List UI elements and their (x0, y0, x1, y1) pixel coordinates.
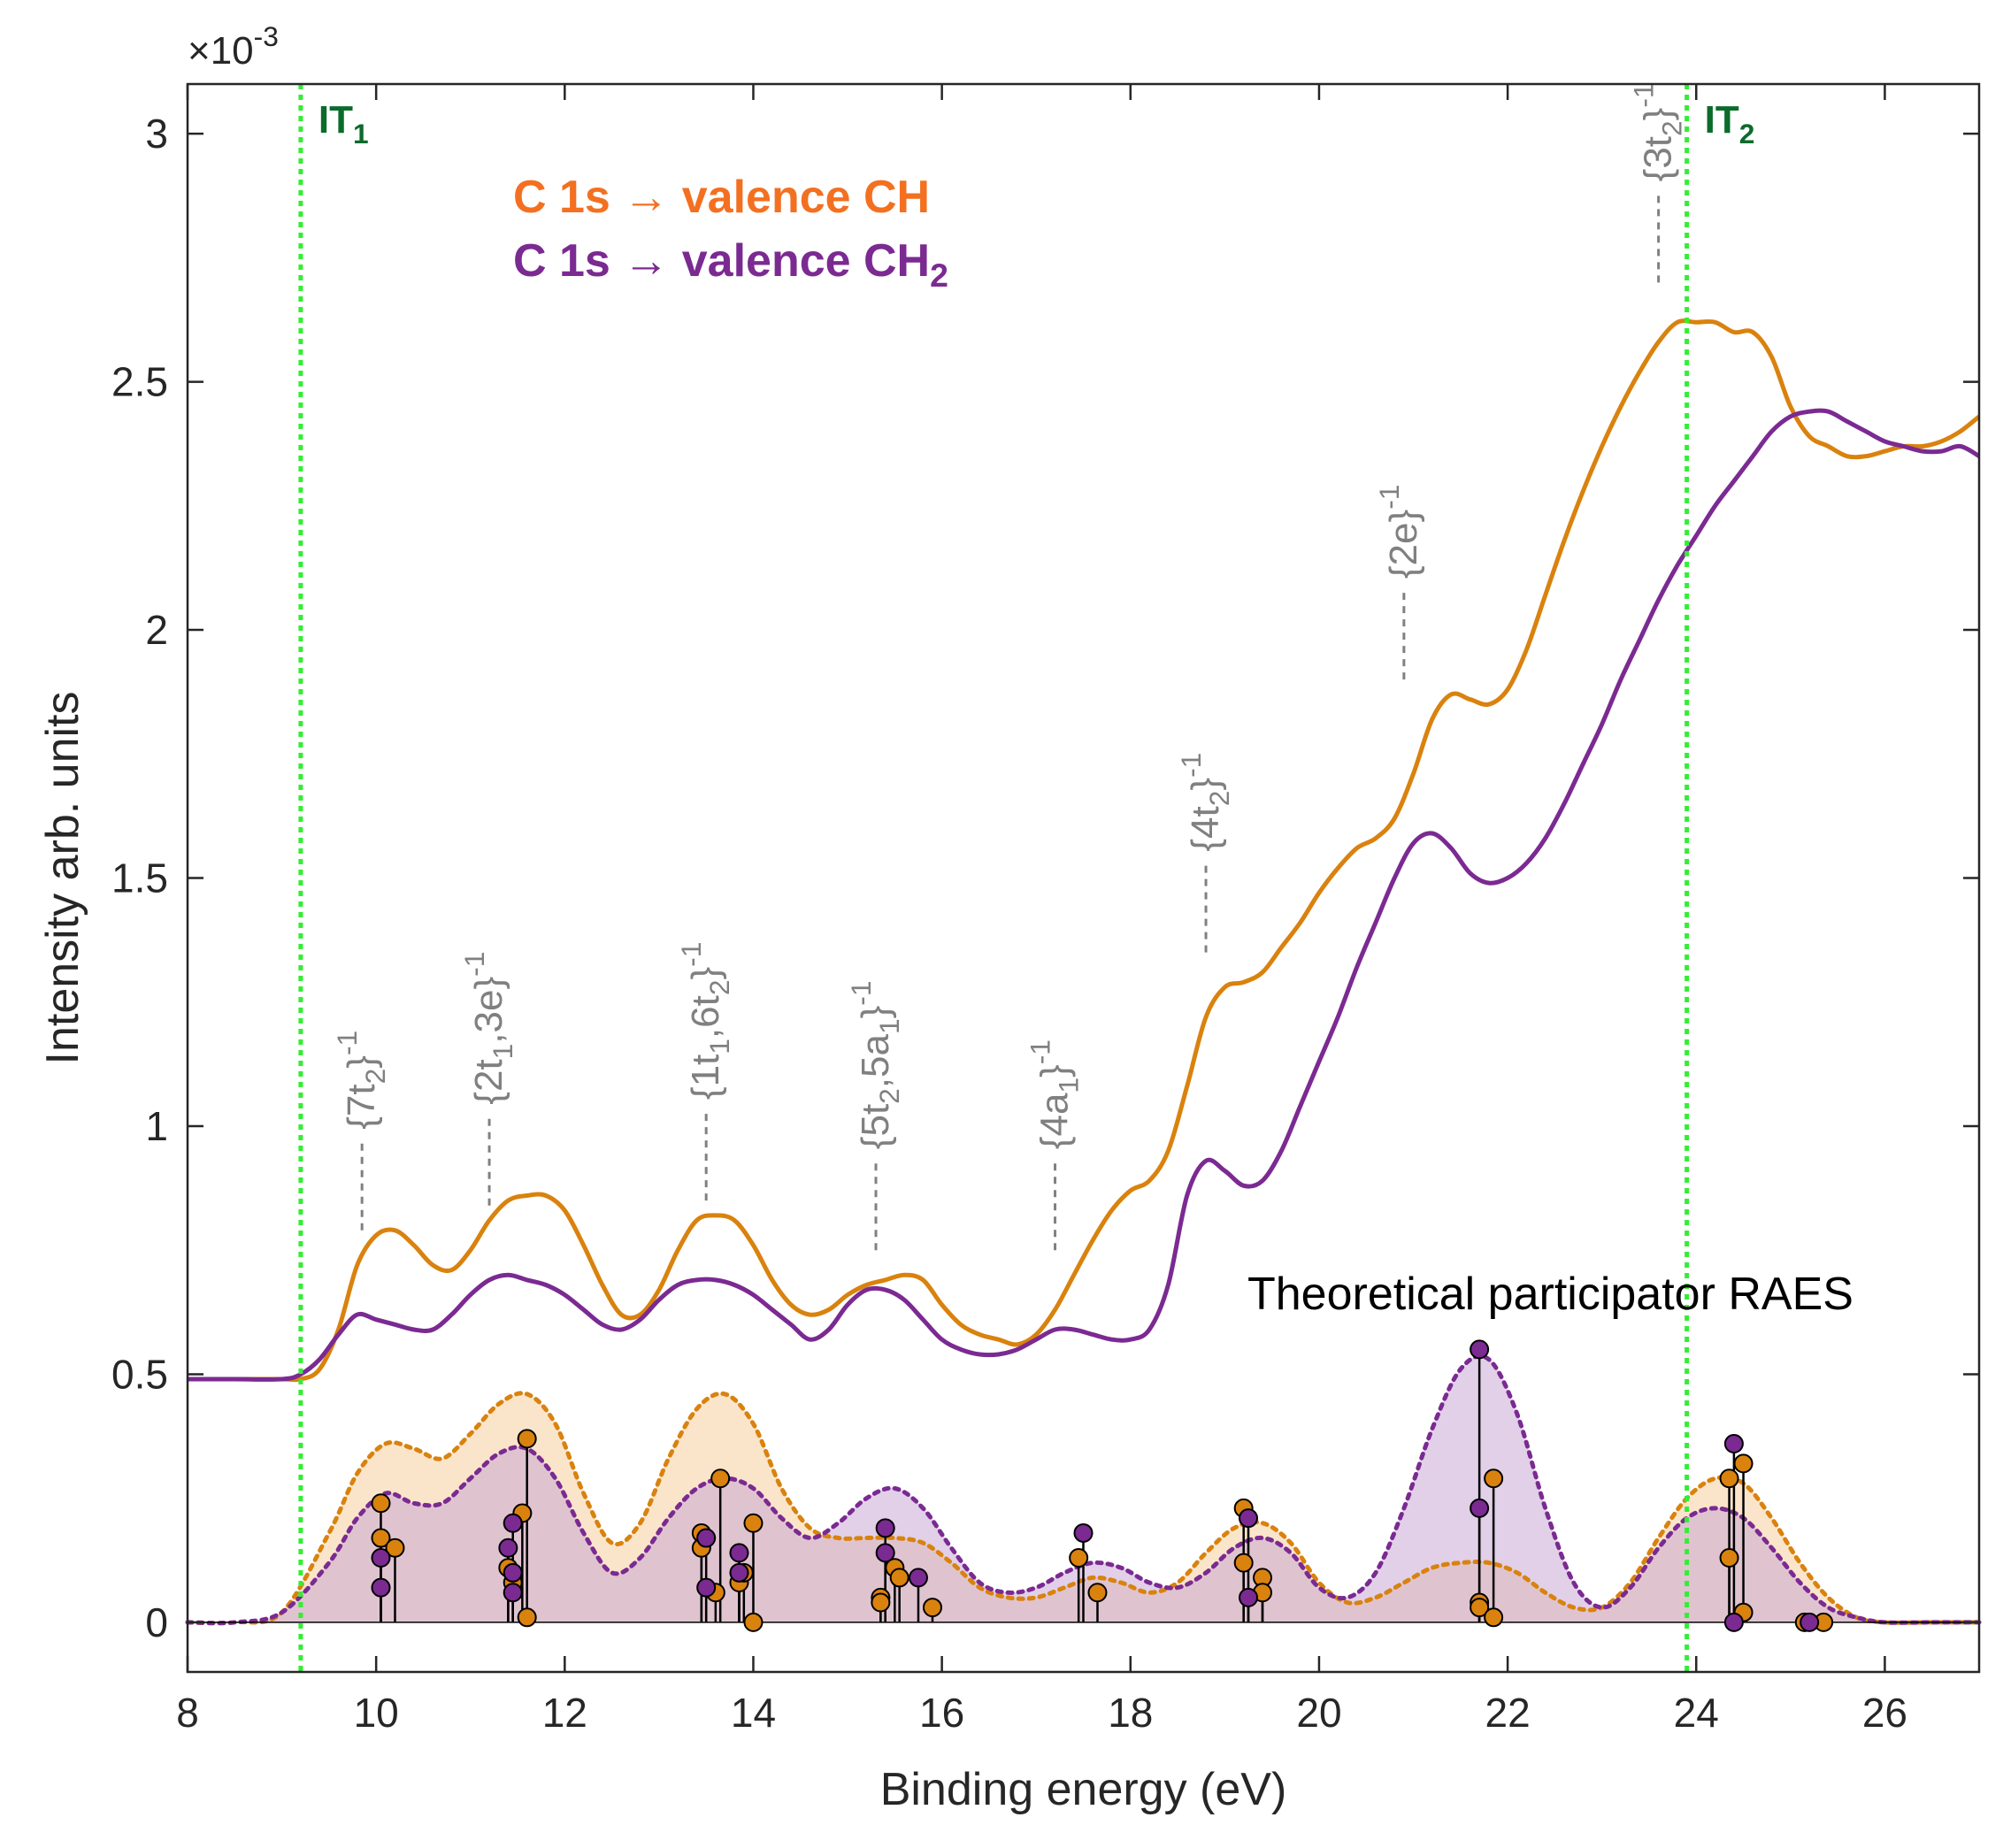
stick-marker-ch2 (696, 1528, 717, 1548)
stick-marker-ch2 (503, 1513, 523, 1533)
stick-marker-ch (1069, 1547, 1089, 1568)
stick-marker-ch2 (1470, 1498, 1490, 1518)
peak-label-4: {5t2,5a1}-1 (845, 981, 905, 1150)
stick-marker-ch (1233, 1553, 1254, 1573)
x-tick-label: 8 (176, 1690, 199, 1736)
stick-marker-ch (1470, 1598, 1490, 1618)
stick-marker-ch2 (1723, 1612, 1744, 1632)
peak-label-1: {7t2}-1 (331, 1031, 391, 1130)
experimental-layer (187, 318, 1981, 1383)
stick-marker-ch2 (1470, 1339, 1490, 1360)
x-tick-label: 10 (354, 1690, 399, 1736)
stick-marker-ch2 (1239, 1508, 1259, 1529)
stick-marker-ch2 (503, 1562, 523, 1583)
peak-label-8: {3t2}-1 (1628, 82, 1688, 181)
stick-marker-ch (371, 1493, 391, 1514)
theory-fill-ch2 (188, 1355, 1979, 1623)
axis-layer: 8 10 12 14 16 18 20 22 24 26 0 0.5 1 1.5 2 2.5 3 Binding … (37, 20, 1981, 1815)
series-ch2 (187, 408, 1981, 1382)
stick-marker-ch (1719, 1547, 1739, 1568)
stick-marker-ch (517, 1429, 537, 1449)
stick-marker-ch (889, 1568, 909, 1588)
stick-marker-ch2 (729, 1562, 749, 1583)
y-tick-label: 0 (145, 1599, 168, 1645)
y-tick-label: 3 (145, 111, 168, 157)
stick-marker-ch (517, 1607, 537, 1628)
stick-marker-ch (743, 1612, 764, 1632)
stick-marker-ch (1733, 1453, 1754, 1474)
x-axis-title: Binding energy (eV) (880, 1764, 1287, 1815)
stick-marker-ch (1719, 1468, 1739, 1489)
y-tick-label: 1.5 (111, 855, 168, 901)
y-tick-label: 2 (145, 607, 168, 653)
peak-label-7: {2e}-1 (1373, 485, 1425, 579)
y-tick-label: 0.5 (111, 1351, 168, 1397)
y-axis-title: Intensity arb. units (37, 692, 88, 1065)
ionization-threshold-label-2: IT2 (1705, 98, 1755, 150)
x-tick-label: 12 (542, 1690, 587, 1736)
x-tick-label: 16 (919, 1690, 964, 1736)
legend-ch: C 1s → valence CH (513, 172, 930, 223)
legend-ch2: C 1s → valence CH2 (513, 235, 948, 294)
stick-marker-ch (922, 1598, 942, 1618)
stick-marker-ch2 (503, 1583, 523, 1603)
stick-marker-ch2 (875, 1518, 895, 1538)
stick-marker-ch2 (1723, 1433, 1744, 1453)
stick-marker-ch (743, 1513, 764, 1533)
ionization-threshold-label-1: IT1 (318, 98, 369, 150)
theory-label: Theoretical participator RAES (1247, 1269, 1853, 1320)
y-exponent-label: ×10-3 (188, 20, 279, 73)
x-tick-label: 22 (1485, 1690, 1531, 1736)
peak-label-6: {4t2}-1 (1175, 753, 1235, 852)
annotation-layer: IT1 IT2 {7t2}-1 {2t1,3e}-1 {1t1,6t2}-1 {5t2,5… (298, 82, 1853, 1672)
stick-marker-ch2 (371, 1577, 391, 1598)
peak-label-3: {1t1,6t2}-1 (675, 942, 735, 1100)
stick-marker-ch (1484, 1607, 1504, 1628)
stick-marker-ch2 (875, 1543, 895, 1563)
stick-marker-ch (1484, 1468, 1504, 1489)
theory-layer (185, 1339, 1982, 1632)
peak-label-5: {4a1}-1 (1025, 1039, 1085, 1149)
stick-marker-ch2 (696, 1577, 717, 1598)
x-tick-label: 18 (1108, 1690, 1153, 1736)
stick-marker-ch (871, 1592, 891, 1613)
x-tick-label: 24 (1674, 1690, 1719, 1736)
stick-marker-ch2 (1073, 1522, 1094, 1543)
peak-label-2: {2t1,3e}-1 (458, 952, 518, 1105)
stick-marker-ch2 (1800, 1612, 1820, 1632)
stick-marker-ch2 (498, 1537, 518, 1558)
y-tick-label: 2.5 (111, 359, 168, 405)
series-ch (187, 318, 1981, 1383)
stick-marker-ch (710, 1468, 731, 1489)
stick-marker-ch (385, 1537, 405, 1558)
stick-marker-ch2 (371, 1547, 391, 1568)
stick-marker-ch (1087, 1583, 1108, 1603)
y-tick-label: 1 (145, 1103, 168, 1149)
stick-marker-ch2 (908, 1568, 928, 1588)
x-tick-label: 20 (1296, 1690, 1341, 1736)
x-tick-label: 14 (731, 1690, 776, 1736)
stick-marker-ch2 (729, 1543, 749, 1563)
x-tick-label: 26 (1862, 1690, 1907, 1736)
stick-marker-ch2 (1239, 1587, 1259, 1607)
stick-marker-ch (371, 1528, 391, 1548)
